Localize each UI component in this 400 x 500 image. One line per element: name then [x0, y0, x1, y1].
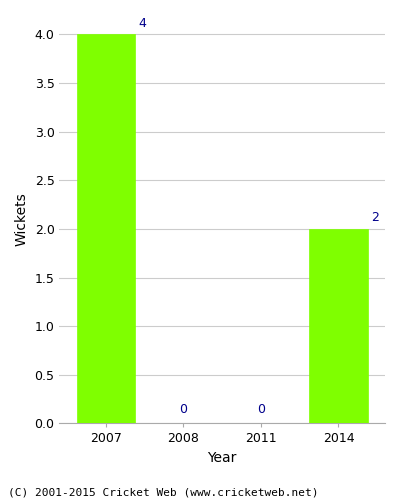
- Text: 4: 4: [139, 16, 147, 30]
- Text: 0: 0: [257, 402, 265, 415]
- Text: 2: 2: [372, 211, 379, 224]
- X-axis label: Year: Year: [208, 451, 237, 465]
- Bar: [77, 34, 135, 424]
- Text: (C) 2001-2015 Cricket Web (www.cricketweb.net): (C) 2001-2015 Cricket Web (www.cricketwe…: [8, 488, 318, 498]
- Bar: [310, 229, 368, 424]
- Text: 0: 0: [180, 402, 188, 415]
- Y-axis label: Wickets: Wickets: [15, 192, 29, 246]
